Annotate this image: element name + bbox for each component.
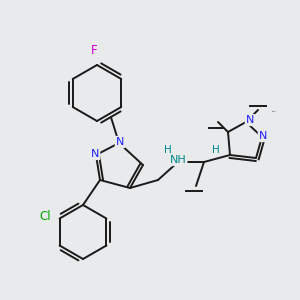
- Text: H: H: [212, 145, 220, 155]
- Text: NH: NH: [169, 155, 186, 165]
- Text: N: N: [116, 137, 124, 147]
- Text: Cl: Cl: [40, 210, 51, 223]
- Text: H: H: [164, 145, 172, 155]
- Text: N: N: [246, 115, 254, 125]
- Text: N: N: [259, 131, 267, 141]
- Text: F: F: [91, 44, 97, 58]
- Text: N: N: [91, 149, 99, 159]
- Text: methyl: methyl: [272, 111, 277, 112]
